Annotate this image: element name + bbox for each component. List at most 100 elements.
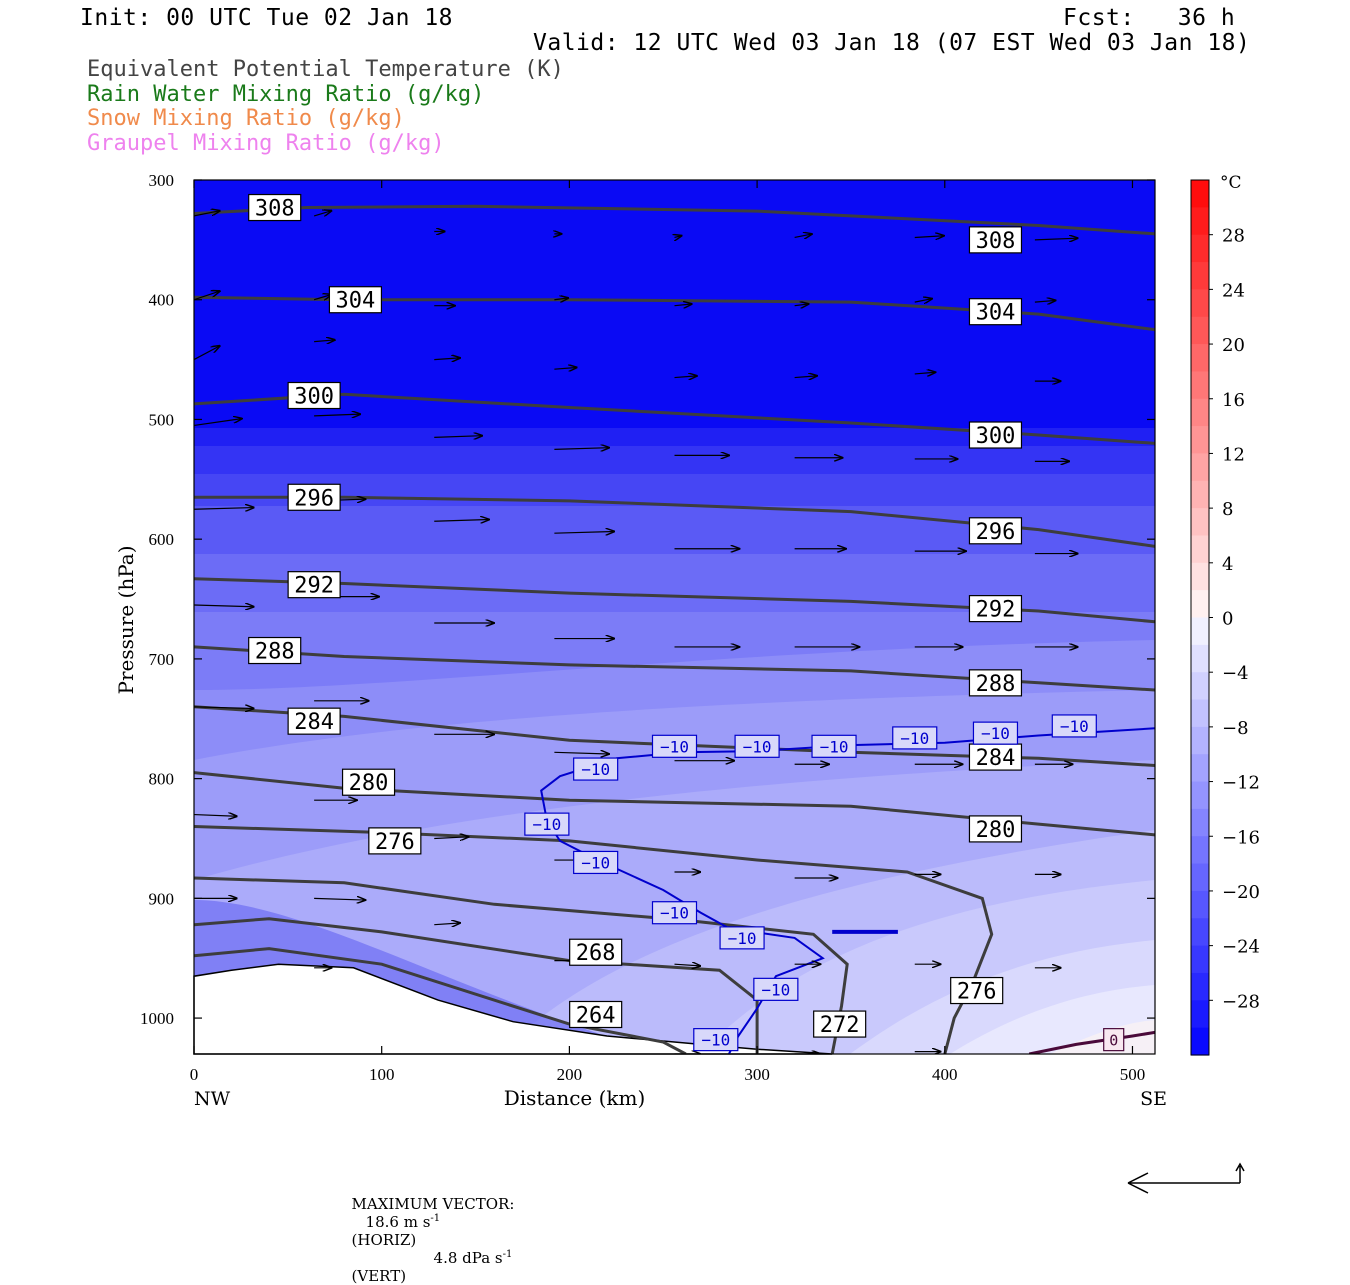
theta-e-label-box [248,636,302,665]
theta-e-label: 308 [976,229,1016,254]
colorbar-step [1191,918,1209,947]
temperature-label: −10 [1060,717,1089,736]
theta-e-label-box [950,976,1004,1005]
colorbar-step [1191,945,1209,974]
valid-time-label: Valid: 12 UTC Wed 03 Jan 18 (07 EST Wed … [533,30,1251,56]
temperature-label: −10 [761,980,790,999]
temperature-label-box [972,721,1019,745]
contour-labels: 308 308 304 304 300 300 296 296 292 292 288 288 284 2… [248,193,1125,1052]
y-tick-label: 400 [149,291,175,310]
wind-vector [314,340,334,342]
wind-vector [674,304,692,306]
temperature-label-box [734,734,780,758]
colorbar-tick-label: −8 [1222,718,1249,739]
colorbar-tick-label: 16 [1222,390,1245,411]
temperature-label: −10 [581,760,610,779]
y-tick-label: 300 [149,171,175,190]
colorbar-step [1191,644,1209,673]
theta-e-label: 288 [255,640,295,665]
colorbar-step [1191,371,1209,400]
temperature-label-box [693,1028,739,1052]
wind-vector [434,520,488,522]
temperature-label: −10 [660,904,689,923]
colorbar-step [1191,508,1209,537]
colorbar-step [1191,398,1209,427]
theta-e-label: 268 [576,941,616,966]
y-tick-label: 700 [149,650,175,669]
x-tick-label: 400 [932,1065,958,1084]
colorbar-step [1191,972,1209,1001]
theta-e-label: 280 [349,771,389,796]
wind-vectors [194,211,1077,1054]
reference-vector-icon [1127,1162,1245,1194]
max-vert-tag: (VERT) [351,1267,407,1285]
theta-e-label: 288 [976,672,1016,697]
colorbar-step [1191,344,1209,373]
theta-e-label-box [968,669,1023,697]
wind-vector [1034,300,1055,302]
theta-e-label: 276 [375,830,415,855]
theta-e-label: 308 [255,197,295,222]
wind-vector [194,211,220,217]
temperature-label: −10 [743,737,772,756]
x-tick-label: 100 [369,1065,395,1084]
theta-e-label-box [248,193,302,222]
wind-vector [434,358,460,360]
temperature-label: −10 [820,737,849,756]
temperature-label-box [651,901,698,925]
y-tick-label: 900 [149,889,175,908]
x-tick-label: 500 [1120,1065,1146,1084]
y-tick-label: 600 [149,530,175,549]
y-tick-label: 500 [149,410,175,429]
colorbar-tick-label: 20 [1222,335,1245,356]
theta-e-label-box [968,226,1023,254]
wind-vector [554,298,568,300]
legend-theta-e: Equivalent Potential Temperature (K) [87,57,564,82]
colorbar-step [1191,180,1209,208]
temperature-label-box [719,926,765,950]
wind-vector [794,234,812,237]
theta-e-contour [194,645,1155,692]
theta-e-label: 272 [820,1013,860,1038]
wind-vector [194,707,254,709]
wind-vector [194,605,254,607]
wind-vector [794,304,809,306]
x-tick-label: 300 [744,1065,770,1084]
colorbar-step [1191,672,1209,701]
temperature-label-box [811,734,857,758]
colorbar-step [1191,754,1209,783]
wind-vector [314,898,365,900]
wind-vector [794,376,817,378]
theta-e-label: 280 [976,818,1016,843]
theta-e-label: 284 [294,710,334,735]
colorbar-unit: °C [1220,173,1242,193]
wind-vector [675,236,682,238]
max-horiz-tag: (HORIZ) [351,1231,417,1249]
max-vector-footer: MAXIMUM VECTOR: 18.6 m s-1 (HORIZ) 4.8 d… [342,1177,515,1285]
colorbar-step [1191,480,1209,509]
colorbar-tick-label: −4 [1222,663,1249,684]
wind-vector [674,376,697,378]
colorbar-step [1191,863,1209,892]
colorbar-step [1191,781,1209,810]
wind-vector [914,236,944,238]
legend-snow: Snow Mixing Ratio (g/kg) [87,106,405,131]
axes: 300 400 500 600 700 800 900 1000 0 100 200 300 400 50… [114,171,1167,1110]
max-horiz-unit-exp: -1 [430,1213,441,1224]
wind-vector [313,211,331,216]
temperature-label-box [892,726,938,750]
colorbar-tick-label: 8 [1222,499,1233,520]
temperature-label-box [651,734,698,758]
wind-vector [434,436,482,438]
colorbar-step [1191,316,1209,345]
colorbar-step [1191,890,1209,919]
temperature-label: −10 [728,929,757,948]
theta-e-label-box [968,815,1023,843]
colorbar-tick-label: 4 [1222,554,1233,575]
temperature-label: −10 [660,737,689,756]
temperature-label-box [753,977,799,1001]
wind-vector [314,414,360,416]
colorbar-step [1191,289,1209,318]
wind-vector [554,448,608,450]
